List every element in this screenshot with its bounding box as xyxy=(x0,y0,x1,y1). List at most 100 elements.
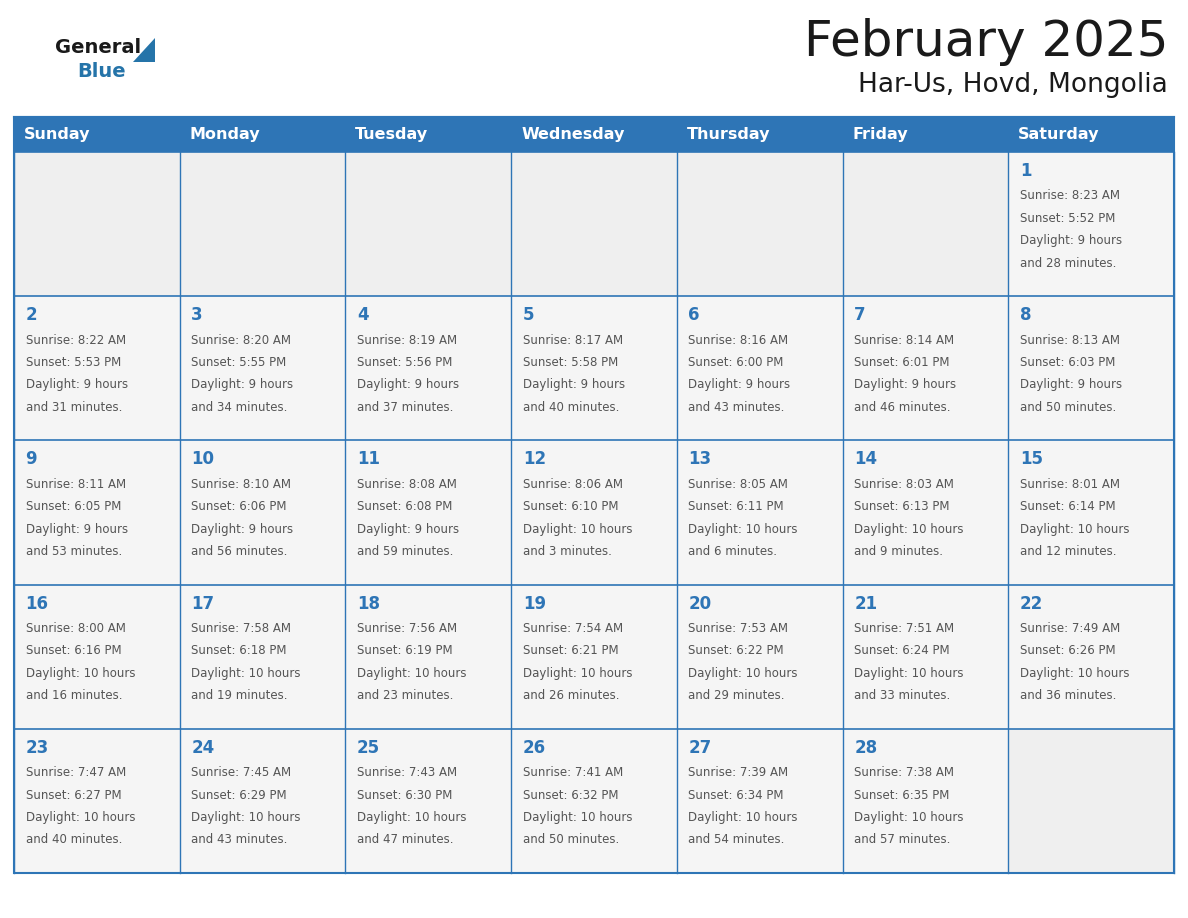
Text: Friday: Friday xyxy=(853,127,908,142)
Text: Daylight: 10 hours: Daylight: 10 hours xyxy=(689,811,798,824)
Text: and 16 minutes.: and 16 minutes. xyxy=(26,689,122,702)
Text: and 3 minutes.: and 3 minutes. xyxy=(523,545,612,558)
Text: Sunset: 5:56 PM: Sunset: 5:56 PM xyxy=(358,356,453,369)
Text: and 53 minutes.: and 53 minutes. xyxy=(26,545,122,558)
Text: 9: 9 xyxy=(26,451,37,468)
Text: Sunset: 6:30 PM: Sunset: 6:30 PM xyxy=(358,789,453,801)
Text: Daylight: 9 hours: Daylight: 9 hours xyxy=(689,378,790,391)
Text: and 57 minutes.: and 57 minutes. xyxy=(854,834,950,846)
Text: Daylight: 9 hours: Daylight: 9 hours xyxy=(1019,378,1121,391)
Text: Sunset: 6:06 PM: Sunset: 6:06 PM xyxy=(191,500,286,513)
Text: Sunrise: 8:19 AM: Sunrise: 8:19 AM xyxy=(358,333,457,347)
Text: Sunrise: 8:05 AM: Sunrise: 8:05 AM xyxy=(689,478,789,491)
Bar xyxy=(677,441,842,585)
Text: Sunset: 6:27 PM: Sunset: 6:27 PM xyxy=(26,789,121,801)
Text: Sunrise: 7:56 AM: Sunrise: 7:56 AM xyxy=(358,622,457,635)
Bar xyxy=(677,729,842,873)
Bar xyxy=(1009,297,1174,441)
Text: Daylight: 9 hours: Daylight: 9 hours xyxy=(358,378,459,391)
Text: 28: 28 xyxy=(854,739,877,757)
Text: Thursday: Thursday xyxy=(687,127,770,142)
Text: 5: 5 xyxy=(523,307,535,324)
Text: Sunrise: 8:03 AM: Sunrise: 8:03 AM xyxy=(854,478,954,491)
Bar xyxy=(179,441,346,585)
Text: Daylight: 9 hours: Daylight: 9 hours xyxy=(26,522,128,535)
Text: and 34 minutes.: and 34 minutes. xyxy=(191,401,287,414)
Text: and 43 minutes.: and 43 minutes. xyxy=(191,834,287,846)
Text: Sunset: 6:22 PM: Sunset: 6:22 PM xyxy=(689,644,784,657)
Bar xyxy=(14,585,179,729)
Text: Sunset: 6:24 PM: Sunset: 6:24 PM xyxy=(854,644,949,657)
Text: 8: 8 xyxy=(1019,307,1031,324)
Bar xyxy=(14,297,179,441)
Bar xyxy=(1009,152,1174,297)
Text: Daylight: 9 hours: Daylight: 9 hours xyxy=(1019,234,1121,247)
Text: and 50 minutes.: and 50 minutes. xyxy=(1019,401,1117,414)
Text: Sunset: 6:03 PM: Sunset: 6:03 PM xyxy=(1019,356,1116,369)
Bar xyxy=(1009,585,1174,729)
Text: 4: 4 xyxy=(358,307,368,324)
Text: Daylight: 10 hours: Daylight: 10 hours xyxy=(358,811,467,824)
Text: Sunrise: 7:54 AM: Sunrise: 7:54 AM xyxy=(523,622,623,635)
Text: Sunset: 6:10 PM: Sunset: 6:10 PM xyxy=(523,500,618,513)
Text: Daylight: 10 hours: Daylight: 10 hours xyxy=(358,666,467,680)
Text: and 37 minutes.: and 37 minutes. xyxy=(358,401,454,414)
Bar xyxy=(1009,441,1174,585)
Text: 22: 22 xyxy=(1019,595,1043,612)
Text: Sunrise: 7:38 AM: Sunrise: 7:38 AM xyxy=(854,767,954,779)
Text: Monday: Monday xyxy=(190,127,260,142)
Text: Daylight: 9 hours: Daylight: 9 hours xyxy=(854,378,956,391)
Text: and 23 minutes.: and 23 minutes. xyxy=(358,689,454,702)
Bar xyxy=(677,297,842,441)
Text: Daylight: 10 hours: Daylight: 10 hours xyxy=(191,666,301,680)
Text: 24: 24 xyxy=(191,739,215,757)
Text: Daylight: 10 hours: Daylight: 10 hours xyxy=(523,666,632,680)
Bar xyxy=(511,729,677,873)
Text: Sunrise: 8:00 AM: Sunrise: 8:00 AM xyxy=(26,622,126,635)
Text: Daylight: 9 hours: Daylight: 9 hours xyxy=(523,378,625,391)
Text: Sunset: 6:35 PM: Sunset: 6:35 PM xyxy=(854,789,949,801)
Text: Daylight: 10 hours: Daylight: 10 hours xyxy=(1019,666,1130,680)
Text: and 40 minutes.: and 40 minutes. xyxy=(26,834,122,846)
Text: Daylight: 10 hours: Daylight: 10 hours xyxy=(1019,522,1130,535)
Bar xyxy=(14,117,1174,152)
Text: Sunset: 6:05 PM: Sunset: 6:05 PM xyxy=(26,500,121,513)
Bar xyxy=(179,729,346,873)
Text: Sunset: 6:08 PM: Sunset: 6:08 PM xyxy=(358,500,453,513)
Bar xyxy=(346,585,511,729)
Text: and 46 minutes.: and 46 minutes. xyxy=(854,401,950,414)
Text: 16: 16 xyxy=(26,595,49,612)
Text: Sunrise: 7:51 AM: Sunrise: 7:51 AM xyxy=(854,622,954,635)
Text: Sunset: 6:14 PM: Sunset: 6:14 PM xyxy=(1019,500,1116,513)
Text: 2: 2 xyxy=(26,307,37,324)
Text: 11: 11 xyxy=(358,451,380,468)
Text: Daylight: 10 hours: Daylight: 10 hours xyxy=(854,811,963,824)
Polygon shape xyxy=(133,38,154,62)
Text: Sunset: 5:52 PM: Sunset: 5:52 PM xyxy=(1019,212,1116,225)
Text: Daylight: 10 hours: Daylight: 10 hours xyxy=(689,666,798,680)
Text: 12: 12 xyxy=(523,451,545,468)
Text: Daylight: 10 hours: Daylight: 10 hours xyxy=(523,811,632,824)
Text: Tuesday: Tuesday xyxy=(355,127,429,142)
Bar xyxy=(842,441,1009,585)
Text: and 26 minutes.: and 26 minutes. xyxy=(523,689,619,702)
Text: and 12 minutes.: and 12 minutes. xyxy=(1019,545,1117,558)
Text: Sunrise: 8:10 AM: Sunrise: 8:10 AM xyxy=(191,478,291,491)
Text: Sunset: 6:32 PM: Sunset: 6:32 PM xyxy=(523,789,618,801)
Text: Sunday: Sunday xyxy=(24,127,90,142)
Text: Daylight: 10 hours: Daylight: 10 hours xyxy=(854,522,963,535)
Text: 1: 1 xyxy=(1019,162,1031,180)
Text: Sunset: 6:26 PM: Sunset: 6:26 PM xyxy=(1019,644,1116,657)
Text: Daylight: 9 hours: Daylight: 9 hours xyxy=(191,378,293,391)
Text: Sunrise: 7:53 AM: Sunrise: 7:53 AM xyxy=(689,622,789,635)
Text: 21: 21 xyxy=(854,595,877,612)
Text: Daylight: 9 hours: Daylight: 9 hours xyxy=(26,378,128,391)
Text: and 54 minutes.: and 54 minutes. xyxy=(689,834,785,846)
Text: Daylight: 10 hours: Daylight: 10 hours xyxy=(523,522,632,535)
Bar xyxy=(179,297,346,441)
Text: Sunrise: 7:47 AM: Sunrise: 7:47 AM xyxy=(26,767,126,779)
Text: and 6 minutes.: and 6 minutes. xyxy=(689,545,777,558)
Text: Sunrise: 7:43 AM: Sunrise: 7:43 AM xyxy=(358,767,457,779)
Text: Sunset: 6:13 PM: Sunset: 6:13 PM xyxy=(854,500,949,513)
Bar xyxy=(842,585,1009,729)
